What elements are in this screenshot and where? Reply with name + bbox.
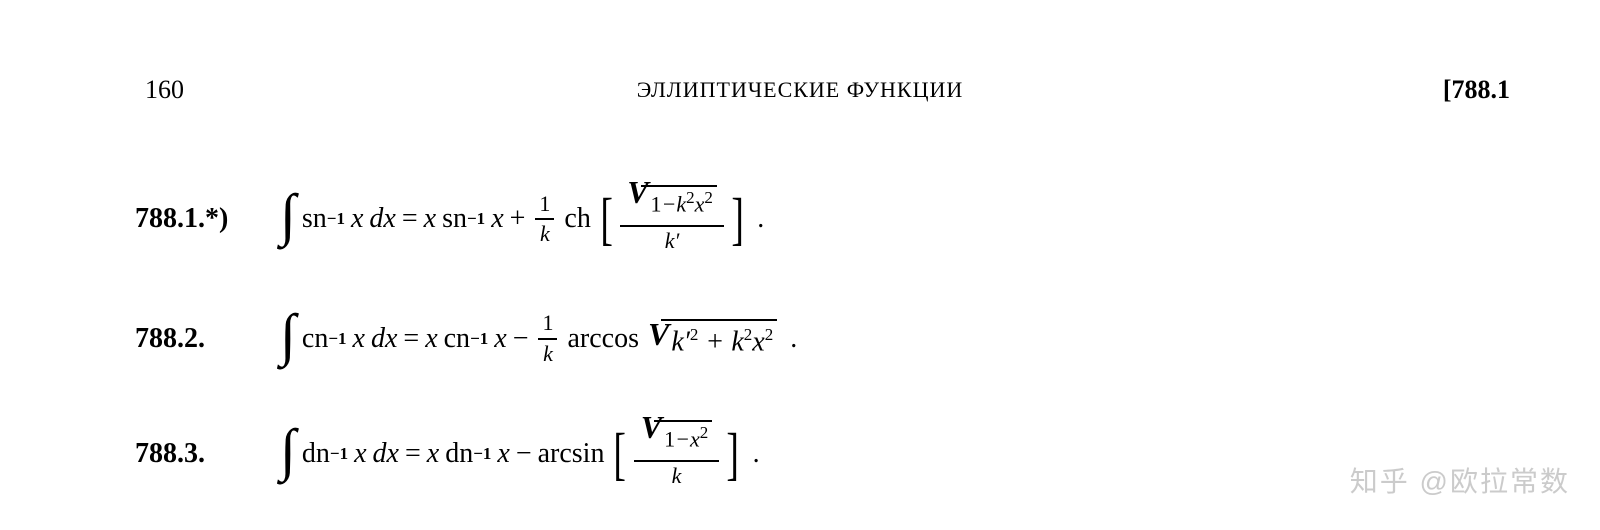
variable-x: x	[497, 438, 509, 470]
period: .	[757, 203, 764, 235]
frac-den: k	[634, 460, 719, 488]
variable-x: x	[351, 203, 363, 235]
left-bracket: [	[614, 431, 627, 477]
formula-788-1: 788.1.*) ∫ sn−1 x dx = x sn−1 x + 1 k ch…	[135, 185, 764, 253]
frac-num: 1	[538, 311, 557, 337]
fn-sn: sn	[442, 203, 467, 235]
frac-num: V 1−x2	[634, 420, 719, 460]
plus: +	[504, 203, 532, 235]
fraction-1-over-k: 1 k	[535, 192, 554, 246]
minus: −	[507, 323, 535, 355]
integral-sign: ∫	[280, 416, 296, 483]
equals: =	[399, 438, 427, 470]
variable-x: x	[353, 323, 365, 355]
sqrt-sign-icon: V	[627, 183, 648, 202]
variable-x: x	[494, 323, 506, 355]
equals: =	[397, 323, 425, 355]
frac-num: V 1−k2x2	[620, 185, 724, 225]
formula-expression: ∫ cn−1 x dx = x cn−1 x − 1 k arccos V k′…	[280, 305, 797, 372]
differential: dx	[371, 323, 397, 355]
inverse-exp: −1	[473, 444, 491, 464]
right-bracket: ]	[727, 431, 740, 477]
variable-x: x	[427, 438, 439, 470]
fn-arccos: arccos	[567, 323, 639, 355]
sqrt-body: 1−x2	[654, 420, 712, 452]
period: .	[790, 323, 797, 355]
formula-788-2: 788.2. ∫ cn−1 x dx = x cn−1 x − 1 k arcc…	[135, 305, 797, 372]
left-bracket: [	[600, 196, 613, 242]
sqrt-body: 1−k2x2	[641, 185, 717, 217]
inverse-exp: −1	[327, 209, 345, 229]
right-bracket: ]	[731, 196, 744, 242]
sqrt-expr: V 1−x2	[641, 420, 712, 452]
fn-dn: dn	[445, 438, 473, 470]
minus: −	[510, 438, 538, 470]
fn-cn: cn	[302, 323, 328, 355]
variable-x: x	[491, 203, 503, 235]
sqrt-sign-icon: V	[648, 325, 669, 344]
differential: dx	[369, 203, 395, 235]
watermark: 知乎 @欧拉常数	[1350, 460, 1570, 500]
fn-sn: sn	[302, 203, 327, 235]
bracket-fraction: V 1−k2x2 k′	[620, 185, 724, 253]
fn-arcsin: arcsin	[538, 438, 605, 470]
formula-label: 788.3.	[135, 438, 280, 470]
frac-num: 1	[535, 192, 554, 218]
page-reference: [788.1	[1443, 75, 1510, 105]
sqrt-sign-icon: V	[641, 418, 662, 437]
period: .	[753, 438, 760, 470]
integral-sign: ∫	[280, 181, 296, 248]
inverse-exp: −1	[328, 329, 346, 349]
formula-expression: ∫ dn−1 x dx = x dn−1 x − arcsin [ V 1−x2…	[280, 420, 760, 488]
fraction-1-over-k: 1 k	[538, 311, 557, 365]
formula-label: 788.1.*)	[135, 203, 280, 235]
sqrt-body: k′2 + k2x2	[661, 319, 777, 358]
differential: dx	[373, 438, 399, 470]
variable-x: x	[354, 438, 366, 470]
formula-label: 788.2.	[135, 323, 280, 355]
formula-expression: ∫ sn−1 x dx = x sn−1 x + 1 k ch [ V 1−k2…	[280, 185, 764, 253]
formula-788-3: 788.3. ∫ dn−1 x dx = x dn−1 x − arcsin […	[135, 420, 760, 488]
section-title: ЭЛЛИПТИЧЕСКИЕ ФУНКЦИИ	[637, 77, 964, 103]
variable-x: x	[425, 323, 437, 355]
variable-x: x	[424, 203, 436, 235]
inverse-exp: −1	[467, 209, 485, 229]
integral-sign: ∫	[280, 301, 296, 368]
fn-dn: dn	[302, 438, 330, 470]
frac-den: k′	[620, 225, 724, 253]
sqrt-expr: V 1−k2x2	[627, 185, 717, 217]
fn-cn: cn	[444, 323, 470, 355]
fn-ch: ch	[564, 203, 590, 235]
page-header: 160 ЭЛЛИПТИЧЕСКИЕ ФУНКЦИИ [788.1	[0, 75, 1600, 105]
equals: =	[396, 203, 424, 235]
frac-den: k	[535, 218, 554, 246]
page-number: 160	[145, 75, 184, 105]
bracket-fraction: V 1−x2 k	[634, 420, 719, 488]
inverse-exp: −1	[470, 329, 488, 349]
inverse-exp: −1	[330, 444, 348, 464]
sqrt-expr: V k′2 + k2x2	[648, 319, 777, 358]
frac-den: k	[538, 338, 557, 366]
